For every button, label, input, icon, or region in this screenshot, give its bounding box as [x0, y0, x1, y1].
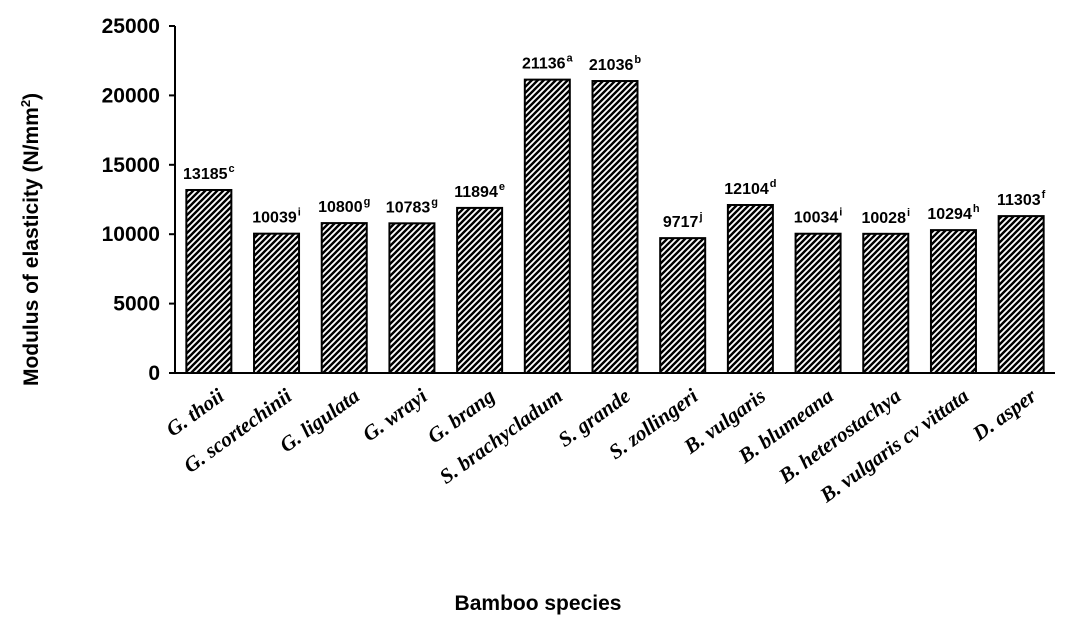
bar [253, 232, 301, 374]
y-tick-label: 20000 [102, 84, 160, 107]
bar [726, 203, 774, 374]
data-label: 13185c [183, 163, 235, 183]
x-tick-label: S. brachycladum [435, 384, 567, 489]
y-tick-label: 15000 [102, 154, 160, 177]
data-labels-layer: 13185c 10039i 10800g 10783g 11894e 21136a 2103… [183, 53, 1046, 231]
bar [862, 232, 910, 374]
data-label: 21036b [589, 54, 642, 74]
bar [591, 80, 639, 374]
data-label: 10294h [927, 203, 980, 223]
data-label: 21136a [522, 53, 574, 73]
bar [929, 229, 977, 374]
x-axis-title: Bamboo species [455, 592, 622, 615]
bar [456, 206, 504, 374]
bar [659, 237, 707, 374]
y-tick-label: 25000 [102, 15, 160, 38]
y-axis: 0 5000 10000 15000 20000 25000 [102, 15, 176, 385]
y-tick-label: 10000 [102, 223, 160, 246]
bar [388, 222, 436, 374]
bar [794, 232, 842, 374]
bars-layer [185, 78, 1045, 374]
x-tick-label: G. wrayi [358, 383, 432, 446]
data-label: 10783g [386, 196, 438, 216]
data-label: 10800g [318, 196, 370, 216]
bar [185, 188, 233, 374]
data-label: 9717j [663, 211, 703, 231]
bar [523, 78, 571, 374]
y-tick-label: 0 [148, 362, 160, 385]
data-label: 10028i [861, 207, 910, 227]
y-tick-label: 5000 [113, 293, 160, 316]
data-label: 10039i [252, 207, 301, 227]
bar [320, 222, 368, 374]
data-label: 12104d [724, 178, 776, 198]
data-label: 11894e [454, 181, 505, 201]
data-label: 10034i [794, 207, 843, 227]
data-label: 11303f [997, 189, 1046, 209]
y-axis-title: Modulus of elasticity (N/mm2) [18, 93, 43, 386]
x-tick-label: D. asper [967, 383, 1041, 446]
bar [997, 215, 1045, 374]
